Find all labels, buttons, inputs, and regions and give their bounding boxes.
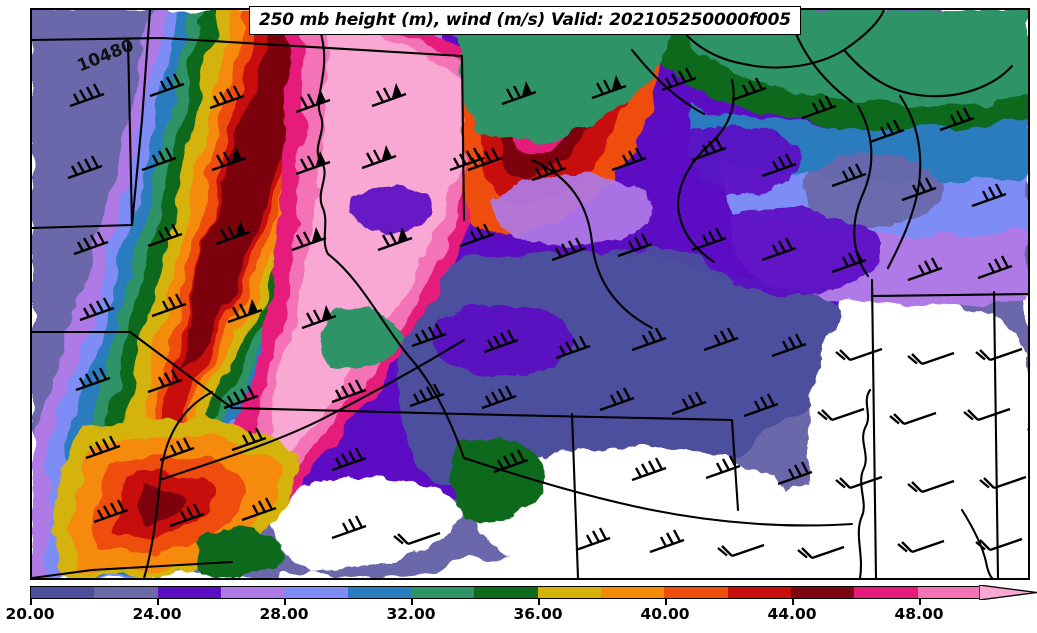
colorbar-tick [284,599,286,605]
colorbar-segment [94,587,158,598]
colorbar-tick-label: 20.00 [5,605,55,623]
wind-speed-filled-contours [32,10,1028,578]
colorbar-segment [284,587,348,598]
plot-title: 250 mb height (m), wind (m/s) Valid: 202… [249,6,801,35]
colorbar-segment [854,587,918,598]
colorbar-extend-arrow [979,585,1037,600]
colorbar-segment [31,587,95,598]
colorbar-segment [410,587,475,598]
wind-barbs-layer [66,66,1028,560]
colorbar-segment [600,587,665,598]
colorbar-tick-label: 32.00 [386,605,436,623]
colorbar-tick [792,599,794,605]
colorbar-tick-label: 44.00 [767,605,817,623]
colorbar: 20.00 24.00 28.00 32.00 36.00 40.00 44.00 48.00 [5,585,1037,623]
state-and-coastline-borders [32,10,1028,578]
colorbar-segment [474,587,538,598]
colorbar-tick [30,599,32,605]
colorbar-tick-marks [30,599,1030,607]
colorbar-tick [538,599,540,605]
colorbar-segment [917,587,981,598]
map-plot-area: 10480 [32,10,1028,578]
colorbar-segment [157,587,221,598]
colorbar-segment [664,587,728,598]
colorbar-tick-label: 40.00 [640,605,690,623]
colorbar-tick [411,599,413,605]
colorbar-segment [727,587,791,598]
colorbar-tick-labels: 20.00 24.00 28.00 32.00 36.00 40.00 44.00 48.00 [5,605,1037,629]
colorbar-gradient-strip [30,586,981,599]
colorbar-tick-label: 36.00 [513,605,563,623]
barb-grid [66,66,1028,560]
colorbar-tick [157,599,159,605]
colorbar-tick-label: 28.00 [259,605,309,623]
colorbar-segment [790,587,855,598]
colorbar-segment [220,587,285,598]
colorbar-tick-label: 48.00 [894,605,944,623]
colorbar-segment [537,587,601,598]
map-axes: 10480 [30,8,1030,580]
colorbar-tick [919,599,921,605]
colorbar-tick-label: 24.00 [132,605,182,623]
colorbar-segment [347,587,411,598]
colorbar-tick [665,599,667,605]
